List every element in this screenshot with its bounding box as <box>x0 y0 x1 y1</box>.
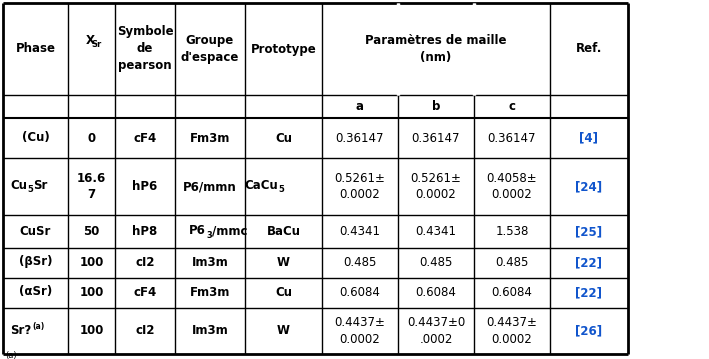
Text: 0.5261±
0.0002: 0.5261± 0.0002 <box>335 172 386 201</box>
Text: 1.538: 1.538 <box>496 225 529 238</box>
Text: (βSr): (βSr) <box>18 256 52 269</box>
Text: 100: 100 <box>79 256 104 270</box>
Text: (a): (a) <box>5 351 16 359</box>
Text: 0.485: 0.485 <box>343 256 376 270</box>
Text: cF4: cF4 <box>133 286 157 299</box>
Text: 0.4058±
0.0002: 0.4058± 0.0002 <box>486 172 537 201</box>
Text: 0.4341: 0.4341 <box>340 225 381 238</box>
Text: Sr: Sr <box>91 40 101 49</box>
Text: 0.5261±
0.0002: 0.5261± 0.0002 <box>411 172 462 201</box>
Text: b: b <box>432 100 440 113</box>
Text: a: a <box>356 100 364 113</box>
Text: 5: 5 <box>279 186 284 195</box>
Text: cI2: cI2 <box>135 325 155 337</box>
Text: Cu: Cu <box>275 286 292 299</box>
Text: 100: 100 <box>79 325 104 337</box>
Text: cI2: cI2 <box>135 256 155 270</box>
Text: BaCu: BaCu <box>267 225 301 238</box>
Text: hP8: hP8 <box>133 225 157 238</box>
Text: Cu: Cu <box>11 179 28 192</box>
Text: Im3m: Im3m <box>191 325 228 337</box>
Text: Ref.: Ref. <box>576 42 602 56</box>
Text: Paramètres de maille
(nm): Paramètres de maille (nm) <box>365 34 507 64</box>
Text: (a): (a) <box>33 322 45 331</box>
Text: P6/mmn: P6/mmn <box>183 180 237 193</box>
Text: Fm3m: Fm3m <box>190 286 230 299</box>
Text: [26]: [26] <box>576 325 603 337</box>
Text: Phase: Phase <box>16 42 55 56</box>
Text: 0.4437±0
.0002: 0.4437±0 .0002 <box>407 316 465 346</box>
Text: P6: P6 <box>189 224 206 237</box>
Text: Groupe
d'espace: Groupe d'espace <box>181 34 239 64</box>
Text: 50: 50 <box>84 225 100 238</box>
Text: Fm3m: Fm3m <box>190 131 230 145</box>
Text: /mmc: /mmc <box>212 224 247 237</box>
Text: 0.4437±
0.0002: 0.4437± 0.0002 <box>335 316 386 346</box>
Text: W: W <box>277 325 290 337</box>
Text: 5: 5 <box>28 186 33 195</box>
Text: Symbole
de
pearson: Symbole de pearson <box>117 25 173 73</box>
Text: 0.485: 0.485 <box>419 256 452 270</box>
Text: 0.6084: 0.6084 <box>415 286 457 299</box>
Text: 0.4341: 0.4341 <box>415 225 457 238</box>
Text: 0.4437±
0.0002: 0.4437± 0.0002 <box>486 316 537 346</box>
Text: Sr: Sr <box>33 179 48 192</box>
Text: 100: 100 <box>79 286 104 299</box>
Text: cF4: cF4 <box>133 131 157 145</box>
Text: c: c <box>508 100 515 113</box>
Text: 0: 0 <box>87 131 96 145</box>
Text: X: X <box>86 34 95 47</box>
Text: [25]: [25] <box>576 225 603 238</box>
Text: CuSr: CuSr <box>20 225 51 238</box>
Text: 0.36147: 0.36147 <box>412 131 460 145</box>
Text: 16.6
7: 16.6 7 <box>77 172 106 201</box>
Text: 0.485: 0.485 <box>496 256 529 270</box>
Text: 0.36147: 0.36147 <box>336 131 384 145</box>
Text: W: W <box>277 256 290 270</box>
Text: Cu: Cu <box>275 131 292 145</box>
Text: (Cu): (Cu) <box>22 131 50 145</box>
Text: CaCu: CaCu <box>245 179 279 192</box>
Text: 3: 3 <box>206 230 212 239</box>
Text: hP6: hP6 <box>133 180 157 193</box>
Text: [22]: [22] <box>576 286 603 299</box>
Text: (αSr): (αSr) <box>19 285 52 298</box>
Text: Sr?: Sr? <box>10 323 31 336</box>
Text: Prototype: Prototype <box>250 42 316 56</box>
Text: Im3m: Im3m <box>191 256 228 270</box>
Text: [22]: [22] <box>576 256 603 270</box>
Text: 0.36147: 0.36147 <box>488 131 536 145</box>
Text: 0.6084: 0.6084 <box>340 286 381 299</box>
Text: [4]: [4] <box>579 131 598 145</box>
Text: [24]: [24] <box>576 180 603 193</box>
Text: 0.6084: 0.6084 <box>491 286 532 299</box>
